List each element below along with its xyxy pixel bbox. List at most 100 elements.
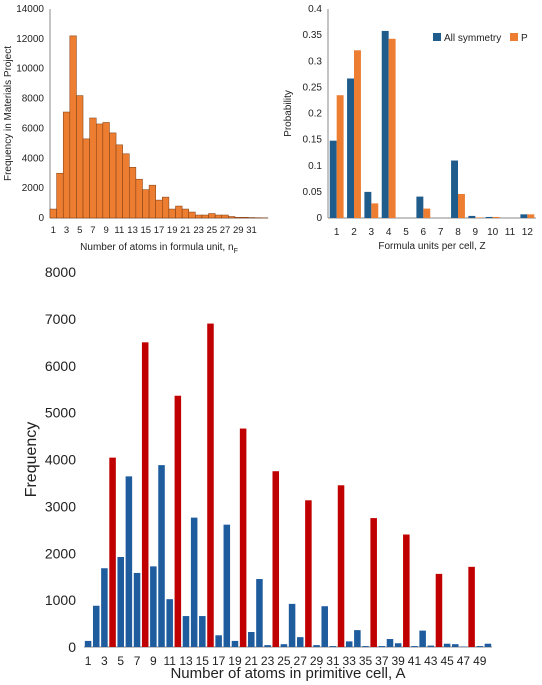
- bar: [280, 644, 288, 647]
- x-tick-label: 35: [359, 654, 373, 668]
- bar: [92, 605, 100, 647]
- x-tick-label: 7: [134, 654, 141, 668]
- bar-highlight: [207, 323, 214, 647]
- y-tick-label: 0: [316, 213, 322, 224]
- histogram-bar: [201, 214, 209, 219]
- x-tick-label: 8: [455, 227, 461, 238]
- y-tick-label: 0.05: [303, 187, 323, 198]
- bar-all-symmetry: [451, 160, 458, 218]
- x-tick-label: 31: [246, 225, 257, 236]
- histogram-bar: [49, 208, 57, 219]
- x-tick-label: 41: [408, 654, 422, 668]
- legend-swatch: [510, 33, 518, 41]
- y-tick-label: 0.25: [303, 82, 323, 93]
- x-tick-label: 25: [207, 225, 218, 236]
- bar-p: [371, 203, 379, 218]
- x-tick-label: 43: [424, 654, 438, 668]
- histogram-bar: [102, 122, 110, 219]
- y-tick-label: 0.4: [308, 4, 322, 15]
- bar-highlight: [370, 518, 377, 647]
- x-tick-label: 17: [212, 654, 226, 668]
- bar: [354, 630, 361, 647]
- x-tick-label: 9: [473, 227, 479, 238]
- bar: [182, 616, 190, 647]
- bar: [84, 640, 92, 647]
- bar: [362, 646, 369, 647]
- y-tick-label: 8000: [22, 94, 45, 105]
- x-tick-label: 37: [375, 654, 389, 668]
- bar-p: [492, 216, 500, 218]
- bar: [452, 644, 459, 647]
- bar-p: [354, 50, 361, 219]
- y-tick-label: 1000: [45, 592, 76, 608]
- bar: [345, 641, 353, 647]
- x-tick-label: 45: [440, 654, 454, 668]
- bar-highlight: [305, 500, 312, 647]
- bar: [394, 643, 402, 647]
- bar: [386, 639, 394, 647]
- x-tick-label: 31: [326, 654, 340, 668]
- y-tick-label: 2000: [45, 545, 76, 561]
- y-tick-label: 0: [38, 213, 44, 224]
- x-tick-label: 1: [334, 227, 340, 238]
- x-tick-label: 33: [343, 654, 357, 668]
- histogram-bar: [181, 208, 189, 219]
- x-tick-label: 13: [127, 225, 138, 236]
- bar: [117, 557, 124, 647]
- y-tick-label: 10000: [16, 64, 44, 75]
- bar-p: [527, 214, 535, 218]
- x-tick-label: 7: [438, 227, 444, 238]
- bar: [329, 646, 337, 647]
- bar-highlight: [141, 342, 149, 647]
- bar-all-symmetry: [485, 216, 493, 218]
- bar: [150, 566, 157, 647]
- histogram-bar: [214, 214, 223, 219]
- bar: [158, 465, 165, 647]
- y-tick-label: 0: [68, 639, 76, 655]
- bar-highlight: [403, 534, 410, 647]
- bar-p: [458, 193, 465, 218]
- x-tick-label: 25: [277, 654, 291, 668]
- bar-p: [388, 38, 396, 218]
- histogram-bar: [62, 111, 71, 219]
- bar-all-symmetry: [468, 215, 476, 218]
- x-axis-label-subscript: F: [234, 248, 238, 255]
- x-tick-label: 7: [90, 225, 95, 236]
- x-tick-label: 29: [310, 654, 324, 668]
- y-tick-label: 0.3: [308, 56, 322, 67]
- bar: [443, 643, 451, 647]
- histogram-bar: [228, 216, 236, 219]
- y-tick-label: 6000: [22, 123, 45, 134]
- bar-p: [423, 208, 431, 218]
- x-tick-label: 39: [391, 654, 405, 668]
- x-tick-label: 17: [154, 225, 165, 236]
- x-tick-label: 11: [505, 227, 516, 238]
- histogram-bar: [195, 214, 203, 219]
- x-tick-label: 6: [421, 227, 427, 238]
- x-tick-label: 15: [140, 225, 151, 236]
- histogram-bar: [234, 217, 242, 219]
- bar-highlight: [239, 428, 247, 647]
- legend-label: P: [521, 33, 528, 44]
- y-tick-label: 3000: [45, 498, 76, 514]
- histogram-bar: [89, 117, 97, 219]
- histogram-bar: [122, 153, 130, 219]
- histogram-bar: [148, 184, 156, 219]
- x-tick-label: 10: [487, 227, 499, 238]
- histogram-bar: [69, 35, 77, 219]
- x-tick-label: 5: [403, 227, 409, 238]
- bar: [419, 630, 426, 647]
- x-axis-label: Number of atoms in primitive cell, A: [170, 665, 405, 682]
- x-tick-label: 27: [294, 654, 308, 668]
- x-tick-label: 19: [167, 225, 178, 236]
- bar-p: [475, 217, 483, 218]
- x-tick-label: 19: [228, 654, 242, 668]
- x-tick-label: 11: [114, 225, 124, 236]
- y-tick-label: 0.35: [303, 30, 323, 41]
- bar: [199, 616, 206, 647]
- y-axis-label: Frequency in Materials Project: [3, 46, 14, 181]
- bar: [190, 517, 198, 647]
- y-tick-label: 2000: [22, 183, 45, 194]
- bar: [296, 637, 304, 647]
